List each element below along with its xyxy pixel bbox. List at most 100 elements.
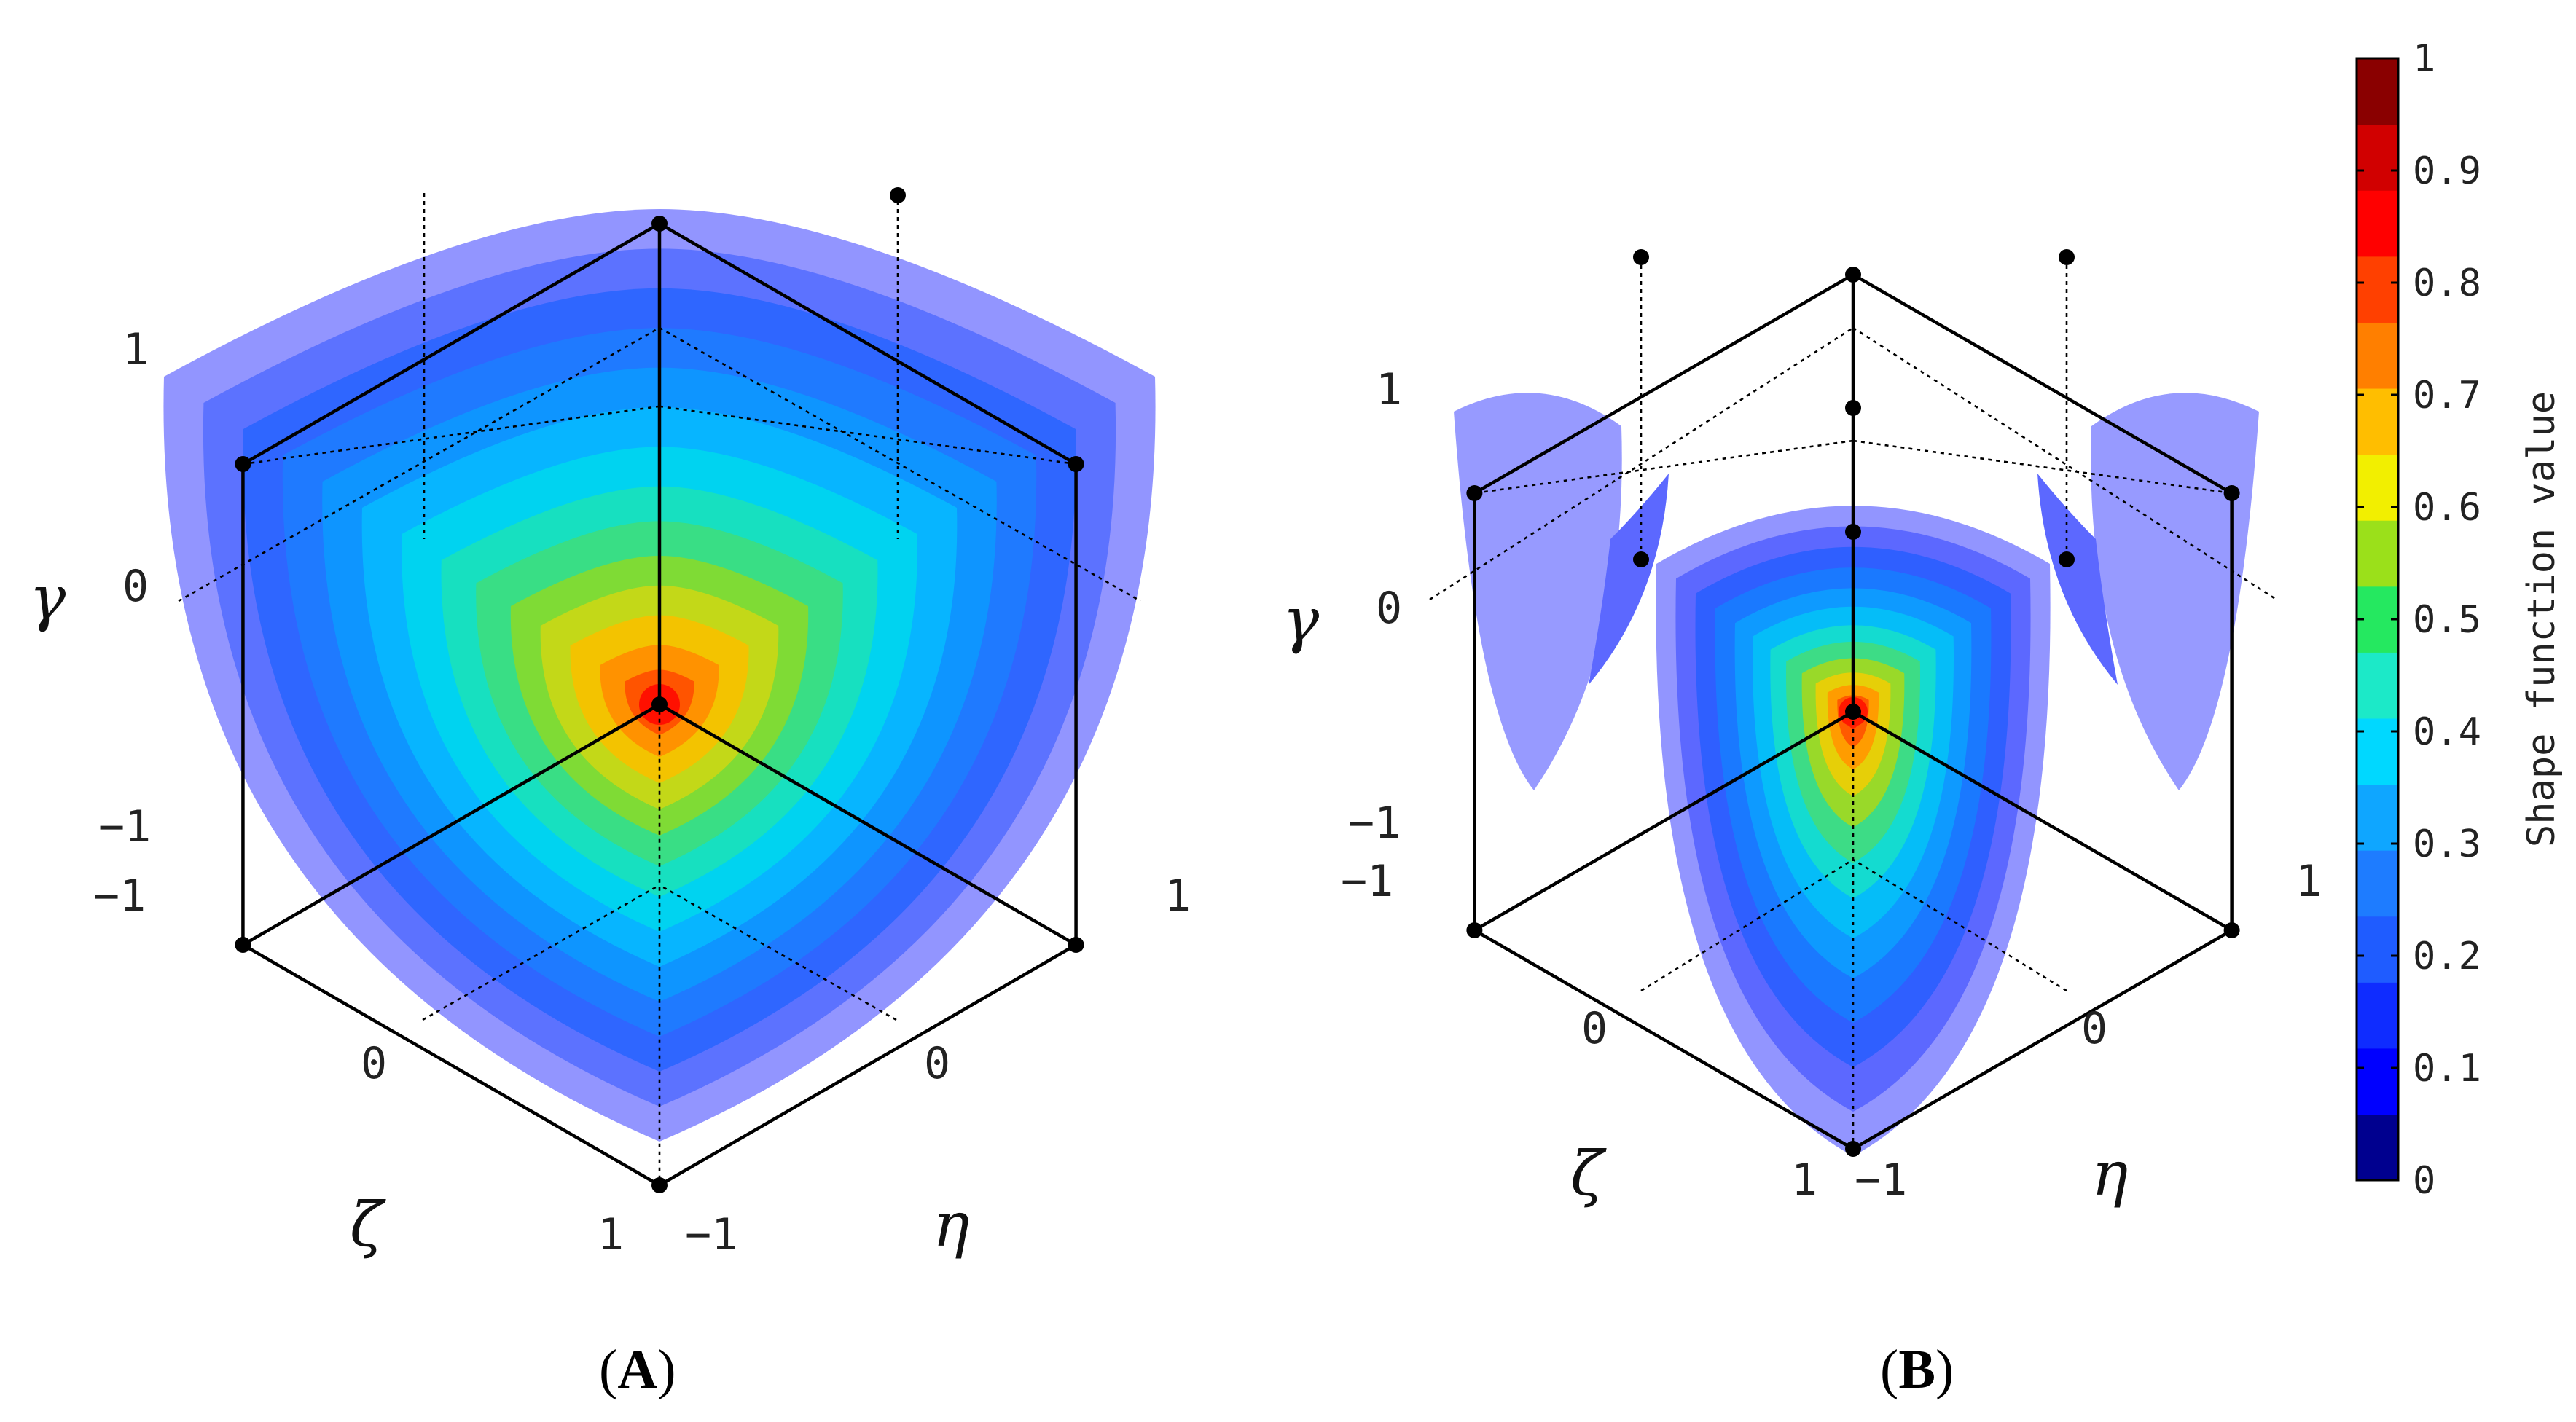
- grid-line: [659, 884, 897, 1021]
- side-lobe-left: [1454, 393, 1622, 790]
- colorbar-tick-label: 0.1: [2413, 1047, 2481, 1091]
- colorbar-tick-label: 0.7: [2413, 374, 2481, 417]
- node-marker: [1845, 704, 1861, 720]
- grid-line: [1852, 326, 2277, 601]
- panel-b-eta-tick-neg1: −1: [1855, 1155, 1907, 1206]
- colorbar-tick-label: 0.9: [2413, 149, 2481, 193]
- colorbar: 1 0.9 0.8 0.7 0.6 0.5 0.4 0.3 0.2 0.1 0 Shape func…: [2355, 37, 2564, 1203]
- cube-edge: [242, 703, 661, 946]
- cube-edge: [1473, 710, 1855, 932]
- panel-a-cube-frame: [178, 187, 1141, 1193]
- panel-b-zeta-symbol: ζ: [1570, 1138, 1607, 1209]
- colorbar-band: [2357, 850, 2398, 917]
- panel-b-zeta-axis: −1 0 1 ζ: [1341, 856, 1817, 1209]
- colorbar-band: [2357, 190, 2398, 257]
- node-marker: [1633, 249, 1649, 265]
- node-marker: [2223, 922, 2240, 938]
- grid-line: [422, 884, 660, 1021]
- side-lobe-right-inner: [2037, 474, 2118, 685]
- grid-line: [1429, 326, 1854, 601]
- node-marker: [651, 216, 668, 232]
- colorbar-ticks: 1 0.9 0.8 0.7 0.6 0.5 0.4 0.3 0.2 0.1 0: [2357, 37, 2481, 1203]
- panel-b: γ 1 0 −1 −1 0 1 ζ −1 0 1 η (B): [1283, 249, 2322, 1400]
- colorbar-band: [2357, 256, 2398, 323]
- panel-a-eta-symbol: η: [933, 1189, 969, 1260]
- node-marker: [235, 937, 251, 953]
- colorbar-band: [2357, 652, 2398, 719]
- node-marker: [1466, 922, 1483, 938]
- node-marker: [1845, 1141, 1861, 1157]
- panel-b-zeta-tick-neg1: −1: [1341, 856, 1393, 907]
- side-lobe-left-inner: [1589, 474, 1669, 685]
- panel-b-zeta-tick-0: 0: [1581, 1003, 1608, 1054]
- panel-a-gamma-tick-neg1: −1: [98, 801, 151, 852]
- colorbar-band: [2357, 388, 2398, 455]
- panel-b-eta-tick-0: 0: [2081, 1003, 2107, 1054]
- panel-b-eta-axis: −1 0 1 η: [1855, 856, 2322, 1209]
- panel-a-caption-letter: A: [617, 1339, 657, 1400]
- grid-line: [1852, 858, 2067, 992]
- node-marker: [1845, 400, 1861, 416]
- panel-b-eta-tick-1: 1: [2295, 856, 2322, 907]
- colorbar-tick-label: 0.6: [2413, 486, 2481, 530]
- colorbar-band: [2357, 1048, 2398, 1115]
- node-marker: [1633, 551, 1649, 567]
- colorbar-tick-label: 0.8: [2413, 262, 2481, 305]
- panel-b-cube-frame: [1429, 249, 2277, 1157]
- colorbar-band: [2357, 58, 2398, 125]
- panel-b-caption: (B): [1880, 1339, 1954, 1400]
- node-marker: [1068, 456, 1084, 472]
- panel-a-zeta-tick-1: 1: [598, 1209, 624, 1260]
- panel-a-eta-tick-1: 1: [1164, 871, 1191, 922]
- node-marker: [235, 456, 251, 472]
- colorbar-tick-label: 0.2: [2413, 935, 2481, 978]
- colorbar-label: Shape function value: [2520, 391, 2564, 847]
- colorbar-band: [2357, 982, 2398, 1049]
- colorbar-tick-label: 0.5: [2413, 598, 2481, 642]
- panel-a-zeta-tick-0: 0: [361, 1038, 387, 1089]
- panel-b-gamma-symbol: γ: [1283, 584, 1320, 656]
- panel-a-zeta-tick-neg1: −1: [93, 871, 146, 922]
- colorbar-band: [2357, 454, 2398, 521]
- node-marker: [651, 1177, 668, 1193]
- colorbar-tick-label: 1: [2413, 37, 2435, 81]
- node-marker: [1845, 267, 1861, 283]
- hidden-edge: [243, 405, 660, 466]
- colorbar-band: [2357, 520, 2398, 587]
- panel-a-eta-axis: −1 0 1 η: [685, 871, 1191, 1260]
- colorbar-band: [2357, 784, 2398, 851]
- panel-a-gamma-tick-1: 1: [122, 324, 149, 375]
- panel-a-gamma-tick-0: 0: [122, 561, 149, 612]
- panel-b-gamma-axis: γ 1 0 −1: [1283, 364, 1402, 849]
- node-marker: [890, 187, 906, 203]
- node-marker: [1466, 485, 1483, 501]
- node-marker: [2223, 485, 2240, 501]
- node-marker: [2059, 249, 2075, 265]
- panel-a-eta-tick-0: 0: [924, 1038, 950, 1089]
- panel-b-gamma-tick-1: 1: [1376, 364, 1402, 415]
- node-marker: [651, 696, 668, 712]
- panel-a-zeta-symbol: ζ: [350, 1189, 386, 1260]
- panel-a-zeta-axis: −1 0 1 ζ: [93, 871, 624, 1260]
- grid-line: [1640, 858, 1854, 992]
- panel-a-gamma-axis: γ 1 0 −1: [29, 324, 151, 852]
- colorbar-band: [2357, 322, 2398, 389]
- colorbar-band: [2357, 124, 2398, 191]
- node-marker: [1068, 937, 1084, 953]
- node-marker: [1845, 524, 1861, 540]
- colorbar-band: [2357, 1114, 2398, 1181]
- colorbar-tick-label: 0.4: [2413, 710, 2481, 754]
- panel-a-gamma-symbol: γ: [29, 562, 66, 634]
- panel-b-zeta-tick-1: 1: [1791, 1155, 1817, 1206]
- colorbar-band: [2357, 916, 2398, 983]
- panel-b-eta-symbol: η: [2091, 1138, 2128, 1209]
- panel-a-caption: (A): [599, 1339, 676, 1400]
- cube-edge: [658, 703, 1077, 946]
- hidden-edge: [659, 405, 1076, 466]
- panel-a-eta-tick-neg1: −1: [685, 1209, 737, 1260]
- side-lobe-right: [2091, 393, 2259, 790]
- panel-b-caption-letter: B: [1898, 1339, 1935, 1400]
- node-marker: [2059, 551, 2075, 567]
- panel-a: γ 1 0 −1 −1 0 1 ζ −1 0 1 η (A): [29, 187, 1191, 1400]
